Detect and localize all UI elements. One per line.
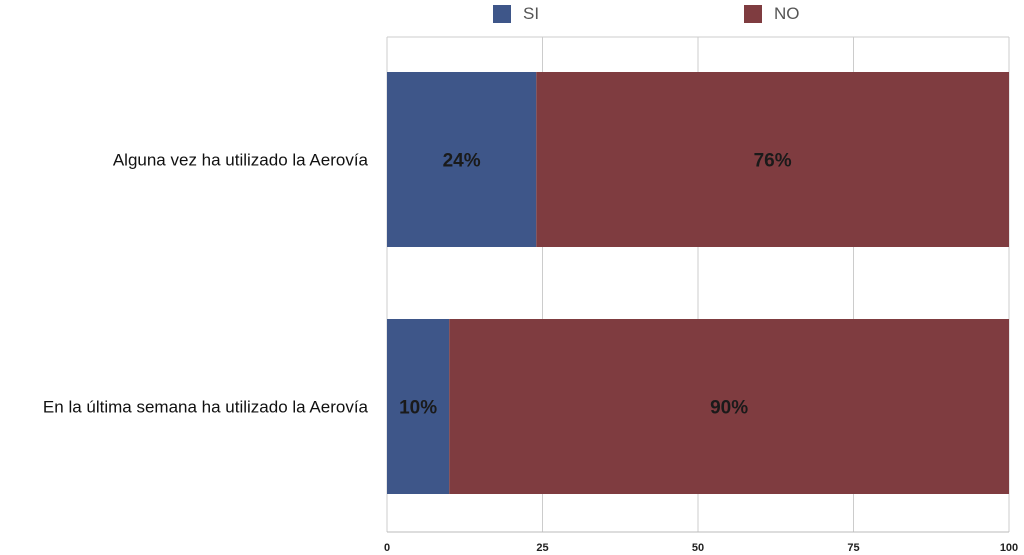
legend-swatch-si [493,5,511,23]
bar-si-0 [387,72,537,247]
bar-no-1 [449,319,1009,494]
category-labels: Alguna vez ha utilizado la Aerovía En la … [43,151,369,417]
x-tick-label-0: 0 [384,542,390,554]
x-tick-label-3: 75 [847,542,859,554]
data-label-no-0: 76% [754,151,792,172]
legend-label-si: SI [523,4,540,23]
bars: 24% 76% 10% 90% [387,72,1009,494]
data-label-no-1: 90% [710,398,748,419]
x-tick-label-1: 25 [536,542,548,554]
bar-no-0 [536,72,1009,247]
data-label-si-0: 24% [443,151,481,172]
x-tick-labels: 0 25 50 75 100 [384,542,1018,554]
x-tick-label-4: 100 [1000,542,1018,554]
legend-label-no: NO [774,4,800,23]
legend-item-si: SI [493,4,539,24]
data-label-si-1: 10% [399,398,437,419]
legend: SI NO [0,0,1024,28]
category-label-1: En la última semana ha utilizado la Aero… [43,398,369,417]
legend-item-no: NO [744,4,800,24]
x-tick-label-2: 50 [692,542,704,554]
bar-si-1 [387,319,450,494]
category-label-0: Alguna vez ha utilizado la Aerovía [113,151,369,170]
legend-swatch-no [744,5,762,23]
